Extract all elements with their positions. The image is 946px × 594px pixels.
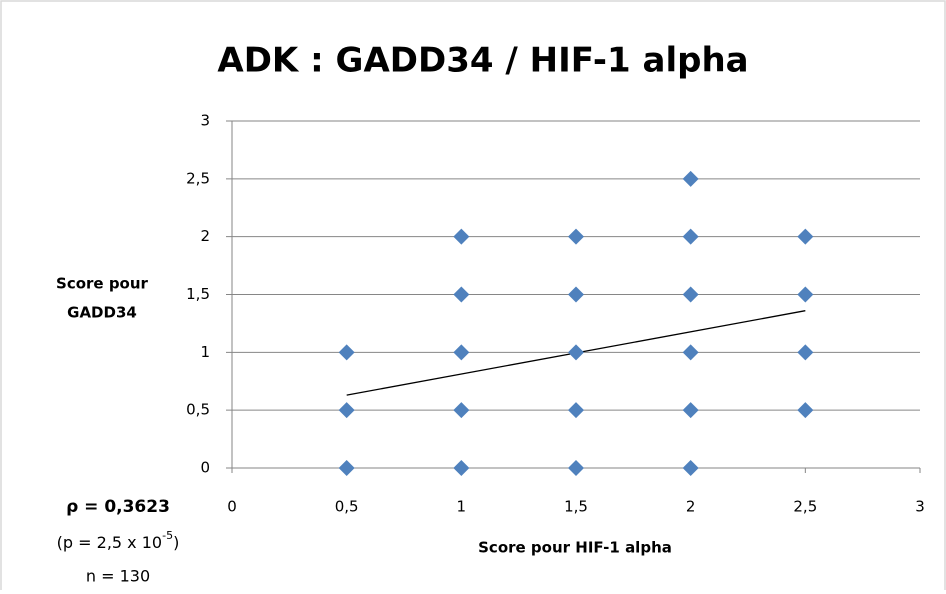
data-point: [568, 228, 584, 245]
data-point: [568, 286, 584, 303]
x-tick-label: 3: [915, 498, 925, 516]
data-point: [797, 286, 814, 303]
annotation: n = 130: [86, 567, 150, 586]
data-point: [797, 228, 814, 245]
data-point: [338, 402, 355, 419]
data-point: [453, 228, 470, 245]
x-tick-label: 2: [686, 498, 696, 516]
y-tick-label: 2,5: [186, 169, 210, 187]
y-axis-label: Score pour: [56, 275, 149, 293]
y-axis-label: GADD34: [67, 304, 137, 322]
x-tick-label: 0,5: [335, 498, 359, 516]
annotation: (p = 2,5 x 10-5): [57, 529, 180, 552]
y-tick-label: 1: [200, 343, 210, 361]
data-point: [682, 170, 699, 187]
data-point: [682, 402, 699, 419]
data-point: [453, 344, 470, 361]
data-point: [453, 286, 470, 303]
data-point: [453, 402, 470, 419]
x-tick-label: 0: [227, 498, 237, 516]
annotation-part: (p = 2,5 x 10: [57, 533, 162, 552]
x-axis-label: Score pour HIF-1 alpha: [478, 539, 672, 557]
data-point: [453, 460, 470, 476]
chart-title: ADK : GADD34 / HIF-1 alpha: [217, 41, 748, 81]
annotation-part: ): [173, 533, 179, 552]
annotation: ρ = 0,3623: [66, 497, 170, 517]
data-point: [682, 344, 699, 361]
x-tick-label: 2,5: [793, 498, 817, 516]
y-tick-label: 1,5: [186, 285, 210, 303]
y-tick-label: 0: [200, 459, 210, 477]
data-point: [797, 402, 814, 419]
annotation-exponent: -5: [162, 529, 173, 542]
data-point: [568, 402, 584, 419]
data-point: [568, 460, 584, 476]
y-tick-label: 0,5: [186, 401, 210, 419]
data-point: [682, 228, 699, 245]
y-tick-label: 2: [200, 227, 210, 245]
data-point: [797, 344, 814, 361]
x-tick-label: 1,5: [564, 498, 588, 516]
data-point: [338, 460, 355, 476]
x-tick-label: 1: [457, 498, 467, 516]
data-point: [568, 344, 584, 361]
data-point: [682, 460, 699, 476]
y-tick-label: 3: [200, 112, 210, 130]
data-point: [682, 286, 699, 303]
data-point: [338, 344, 355, 361]
